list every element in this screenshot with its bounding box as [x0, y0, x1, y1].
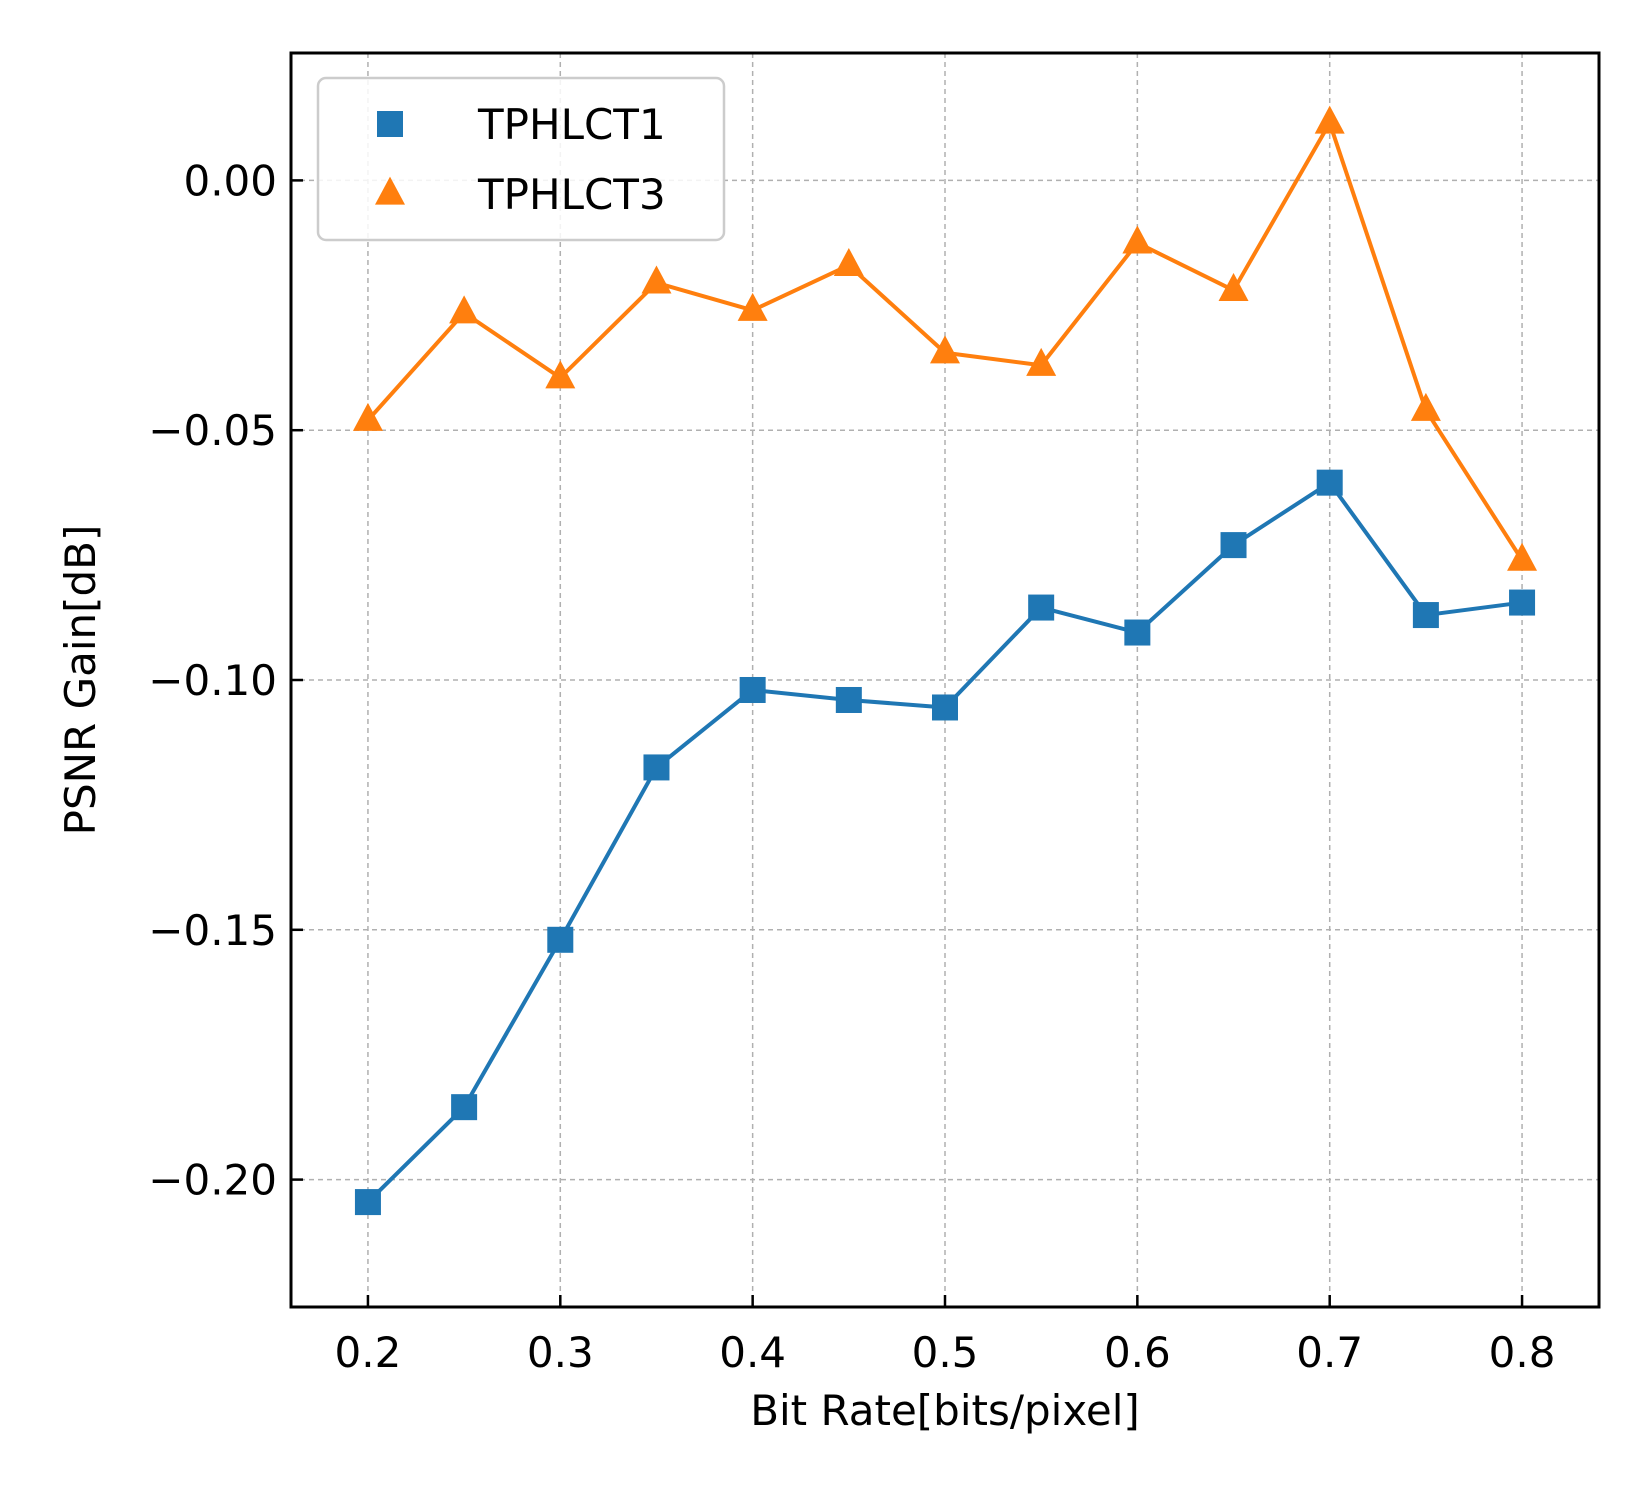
x-tick-label: 0.3	[527, 1328, 594, 1377]
series-line	[366, 480, 1523, 1204]
data-point	[1028, 594, 1055, 621]
grid	[291, 53, 1599, 1307]
y-tick-label: −0.10	[148, 656, 277, 705]
y-axis-title: PSNR Gain[dB]	[56, 525, 105, 836]
data-point	[641, 265, 672, 294]
data-point	[1509, 589, 1536, 616]
data-point	[833, 247, 864, 276]
data-point	[545, 360, 576, 389]
series-TPHLCT3	[352, 105, 1538, 571]
data-point	[1218, 272, 1249, 301]
y-tick-label: −0.05	[148, 406, 277, 455]
y-tick-label: −0.20	[148, 1156, 277, 1205]
x-tick-label: 0.4	[719, 1328, 786, 1377]
data-point	[449, 295, 480, 324]
data-point	[739, 676, 766, 703]
data-point	[1220, 532, 1247, 559]
legend: TPHLCT1 TPHLCT3	[316, 76, 726, 242]
data-point	[1507, 542, 1538, 571]
data-point	[547, 926, 574, 953]
data-point	[737, 292, 768, 321]
data-point	[354, 1189, 381, 1216]
y-tick-label: −0.15	[148, 906, 277, 955]
data-point	[1412, 602, 1439, 629]
x-tick-label: 0.2	[335, 1328, 402, 1377]
x-tick-label: 0.6	[1104, 1328, 1171, 1377]
x-tick-label: 0.7	[1296, 1328, 1363, 1377]
x-tick-label: 0.8	[1489, 1328, 1556, 1377]
data-point	[835, 686, 862, 713]
data-point	[930, 335, 960, 364]
data-point	[1314, 105, 1345, 134]
data-point	[1124, 619, 1151, 646]
data-point	[1410, 392, 1441, 421]
data-point	[932, 694, 958, 721]
legend-marker	[375, 176, 405, 205]
data-point	[352, 402, 383, 431]
data-point	[1122, 225, 1153, 254]
data-point	[1026, 347, 1057, 376]
legend-box	[316, 76, 726, 242]
x-axis-title: Bit Rate[bits/pixel]	[750, 1386, 1140, 1435]
legend-label: TPHLCT3	[477, 170, 666, 219]
legend-marker	[377, 111, 403, 137]
series-layer	[352, 105, 1538, 1216]
y-tick-label: 0.00	[183, 156, 277, 205]
x-tick-label: 0.5	[912, 1328, 979, 1377]
data-point	[451, 1094, 478, 1121]
legend-label: TPHLCT1	[477, 100, 666, 149]
series-TPHLCT1	[354, 469, 1536, 1216]
ticks: 0.2 0.3 0.4 0.5 0.6 0.7 0.8 0.00 −0.05 −0.10 −0.15…	[148, 156, 1555, 1377]
data-point	[1316, 469, 1343, 496]
data-point	[643, 754, 670, 781]
